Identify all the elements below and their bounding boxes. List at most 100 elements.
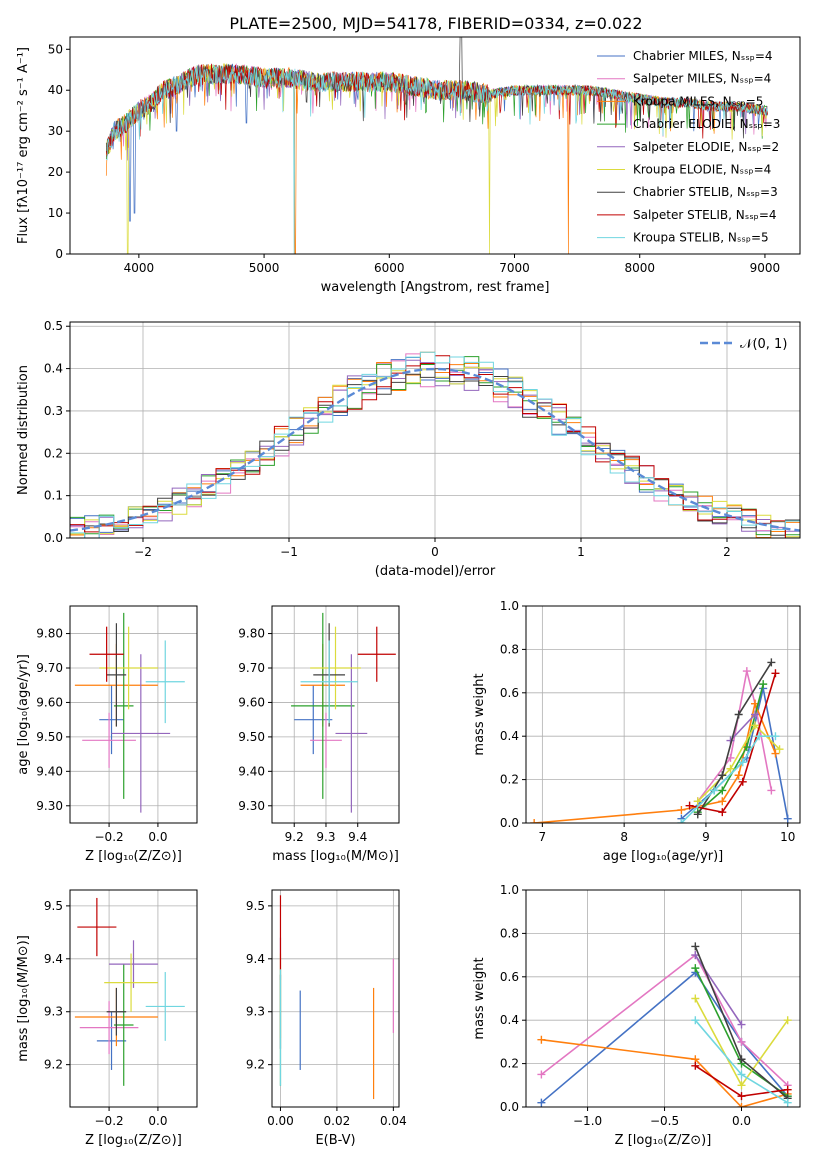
x-tick-label: −1 [280, 545, 298, 559]
y-axis-label: mass weight [472, 957, 487, 1039]
data-point [755, 732, 764, 741]
data-point [737, 1092, 746, 1101]
y-tick-label: 9.80 [238, 627, 265, 641]
data-point [726, 764, 735, 773]
y-tick-label: 9.2 [246, 1058, 265, 1072]
data-point [693, 810, 702, 819]
y-axis-label: mass [log₁₀(M/M⊙)] [16, 935, 31, 1062]
chart-age-vs-mass: 9.2 9.3 9.4 9.30 9.40 9.50 9.60 9.70 9.80 mass [l… [238, 605, 400, 864]
x-tick-label: 0.04 [380, 1114, 407, 1128]
data-point [738, 777, 747, 786]
x-axis-label: Z [log₁₀(Z/Z⊙)] [85, 849, 182, 864]
x-tick-label: −2 [134, 545, 152, 559]
y-tick-label: 0 [55, 247, 63, 261]
y-tick-label: 9.50 [36, 730, 63, 744]
data-point [718, 808, 727, 817]
x-tick-label: −0.5 [650, 1114, 679, 1128]
normal-reference-curve [70, 367, 800, 532]
data-point [738, 758, 747, 767]
data-point [767, 786, 776, 795]
x-tick-label: −0.2 [95, 830, 124, 844]
data-point [718, 771, 727, 780]
data-point [530, 819, 539, 823]
data-point [734, 771, 743, 780]
chart-weight-vs-Z: −1.0 −0.5 0.0 0.0 0.2 0.4 0.6 0.8 1.0 Z [log₁₀(Z/… [472, 883, 801, 1148]
x-tick-label: 10 [780, 830, 795, 844]
y-tick-label: 0.2 [500, 1057, 519, 1071]
x-tick-label: 6000 [374, 261, 405, 275]
chart-age-vs-Z: −0.2 0.0 9.30 9.40 9.50 9.60 9.70 9.80 Z [log₁₀(… [16, 605, 198, 864]
data-point [751, 710, 760, 719]
data-point [718, 797, 727, 806]
x-axis-label: E(B-V) [315, 1133, 355, 1148]
legend-label: Chabrier ELODIE, Nₛₛₚ=3 [633, 117, 780, 131]
y-tick-label: 40 [48, 83, 63, 97]
y-tick-label: 9.40 [36, 764, 63, 778]
data-point [691, 964, 700, 973]
y-tick-label: 0.0 [500, 816, 519, 830]
weight-series-3 [541, 1038, 788, 1107]
x-tick-label: 0.0 [148, 830, 167, 844]
y-axis-label: age [log₁₀(age/yr)] [16, 654, 31, 775]
y-tick-label: 0.0 [500, 1100, 519, 1114]
plot-area [537, 942, 792, 1107]
y-tick-label: 0.2 [500, 773, 519, 787]
y-tick-label: 9.3 [44, 1005, 63, 1019]
x-tick-label: 0.0 [732, 1114, 751, 1128]
data-point [691, 951, 700, 960]
x-tick-label: 9.4 [348, 830, 367, 844]
weight-series-1 [540, 971, 789, 1104]
figure-title: PLATE=2500, MJD=54178, FIBERID=0334, z=0… [229, 14, 642, 33]
y-tick-label: 9.5 [44, 899, 63, 913]
y-tick-label: 0.4 [500, 729, 519, 743]
data-point [742, 667, 751, 676]
y-tick-label: 9.2 [44, 1058, 63, 1072]
data-point [737, 1103, 746, 1107]
data-point [677, 819, 686, 823]
chart-mass-vs-Z: −0.2 0.0 9.2 9.3 9.4 9.5 Z [log₁₀(Z/Z⊙)] mass [… [16, 889, 198, 1148]
data-point [759, 680, 768, 689]
y-tick-label: 30 [48, 124, 63, 138]
y-tick-label: 9.50 [238, 730, 265, 744]
histogram-series-9 [70, 351, 800, 538]
y-tick-label: 9.80 [36, 627, 63, 641]
data-point [742, 743, 751, 752]
x-tick-label: 8 [620, 830, 628, 844]
data-point [783, 814, 792, 823]
chart-weight-vs-age: 7 8 9 10 0.0 0.2 0.4 0.6 0.8 1.0 age [log₁₀(age/yr… [472, 599, 801, 864]
legend: Chabrier MILES, Nₛₛₚ=4 Salpeter MILES, Nₛ… [597, 49, 780, 245]
legend-label: Salpeter MILES, Nₛₛₚ=4 [633, 72, 771, 86]
axes-frame [69, 36, 801, 255]
legend-label: Chabrier STELIB, Nₛₛₚ=3 [633, 185, 778, 199]
y-tick-label: 9.70 [238, 661, 265, 675]
x-tick-label: 8000 [624, 261, 655, 275]
data-point [783, 1085, 792, 1094]
y-axis-label: Flux [fλ10⁻¹⁷ erg cm⁻² s⁻¹ A⁻¹] [16, 47, 31, 244]
x-tick-label: 5000 [249, 261, 280, 275]
x-tick-label: 9 [702, 830, 710, 844]
data-point [737, 1070, 746, 1079]
y-axis-label: mass weight [472, 673, 487, 755]
y-tick-label: 0.4 [44, 362, 63, 376]
data-point [691, 1016, 700, 1025]
x-axis-label: (data-model)/error [375, 564, 496, 579]
y-tick-label: 0.5 [44, 319, 63, 333]
data-point [677, 805, 686, 814]
x-axis-label: wavelength [Angstrom, rest frame] [321, 280, 550, 295]
data-point [783, 1016, 792, 1025]
plot-area [70, 351, 800, 538]
y-tick-label: 50 [48, 42, 63, 56]
y-tick-label: 10 [48, 206, 63, 220]
x-tick-label: 4000 [124, 261, 155, 275]
axes-frame [69, 605, 198, 824]
data-point [737, 1055, 746, 1064]
y-tick-label: 0.3 [44, 404, 63, 418]
data-point [751, 721, 760, 730]
x-tick-label: 0.00 [267, 1114, 294, 1128]
x-axis-label: Z [log₁₀(Z/Z⊙)] [615, 1133, 712, 1148]
y-tick-label: 9.4 [44, 952, 63, 966]
y-tick-label: 1.0 [500, 883, 519, 897]
weight-series-8 [689, 673, 777, 813]
data-point [737, 1081, 746, 1090]
